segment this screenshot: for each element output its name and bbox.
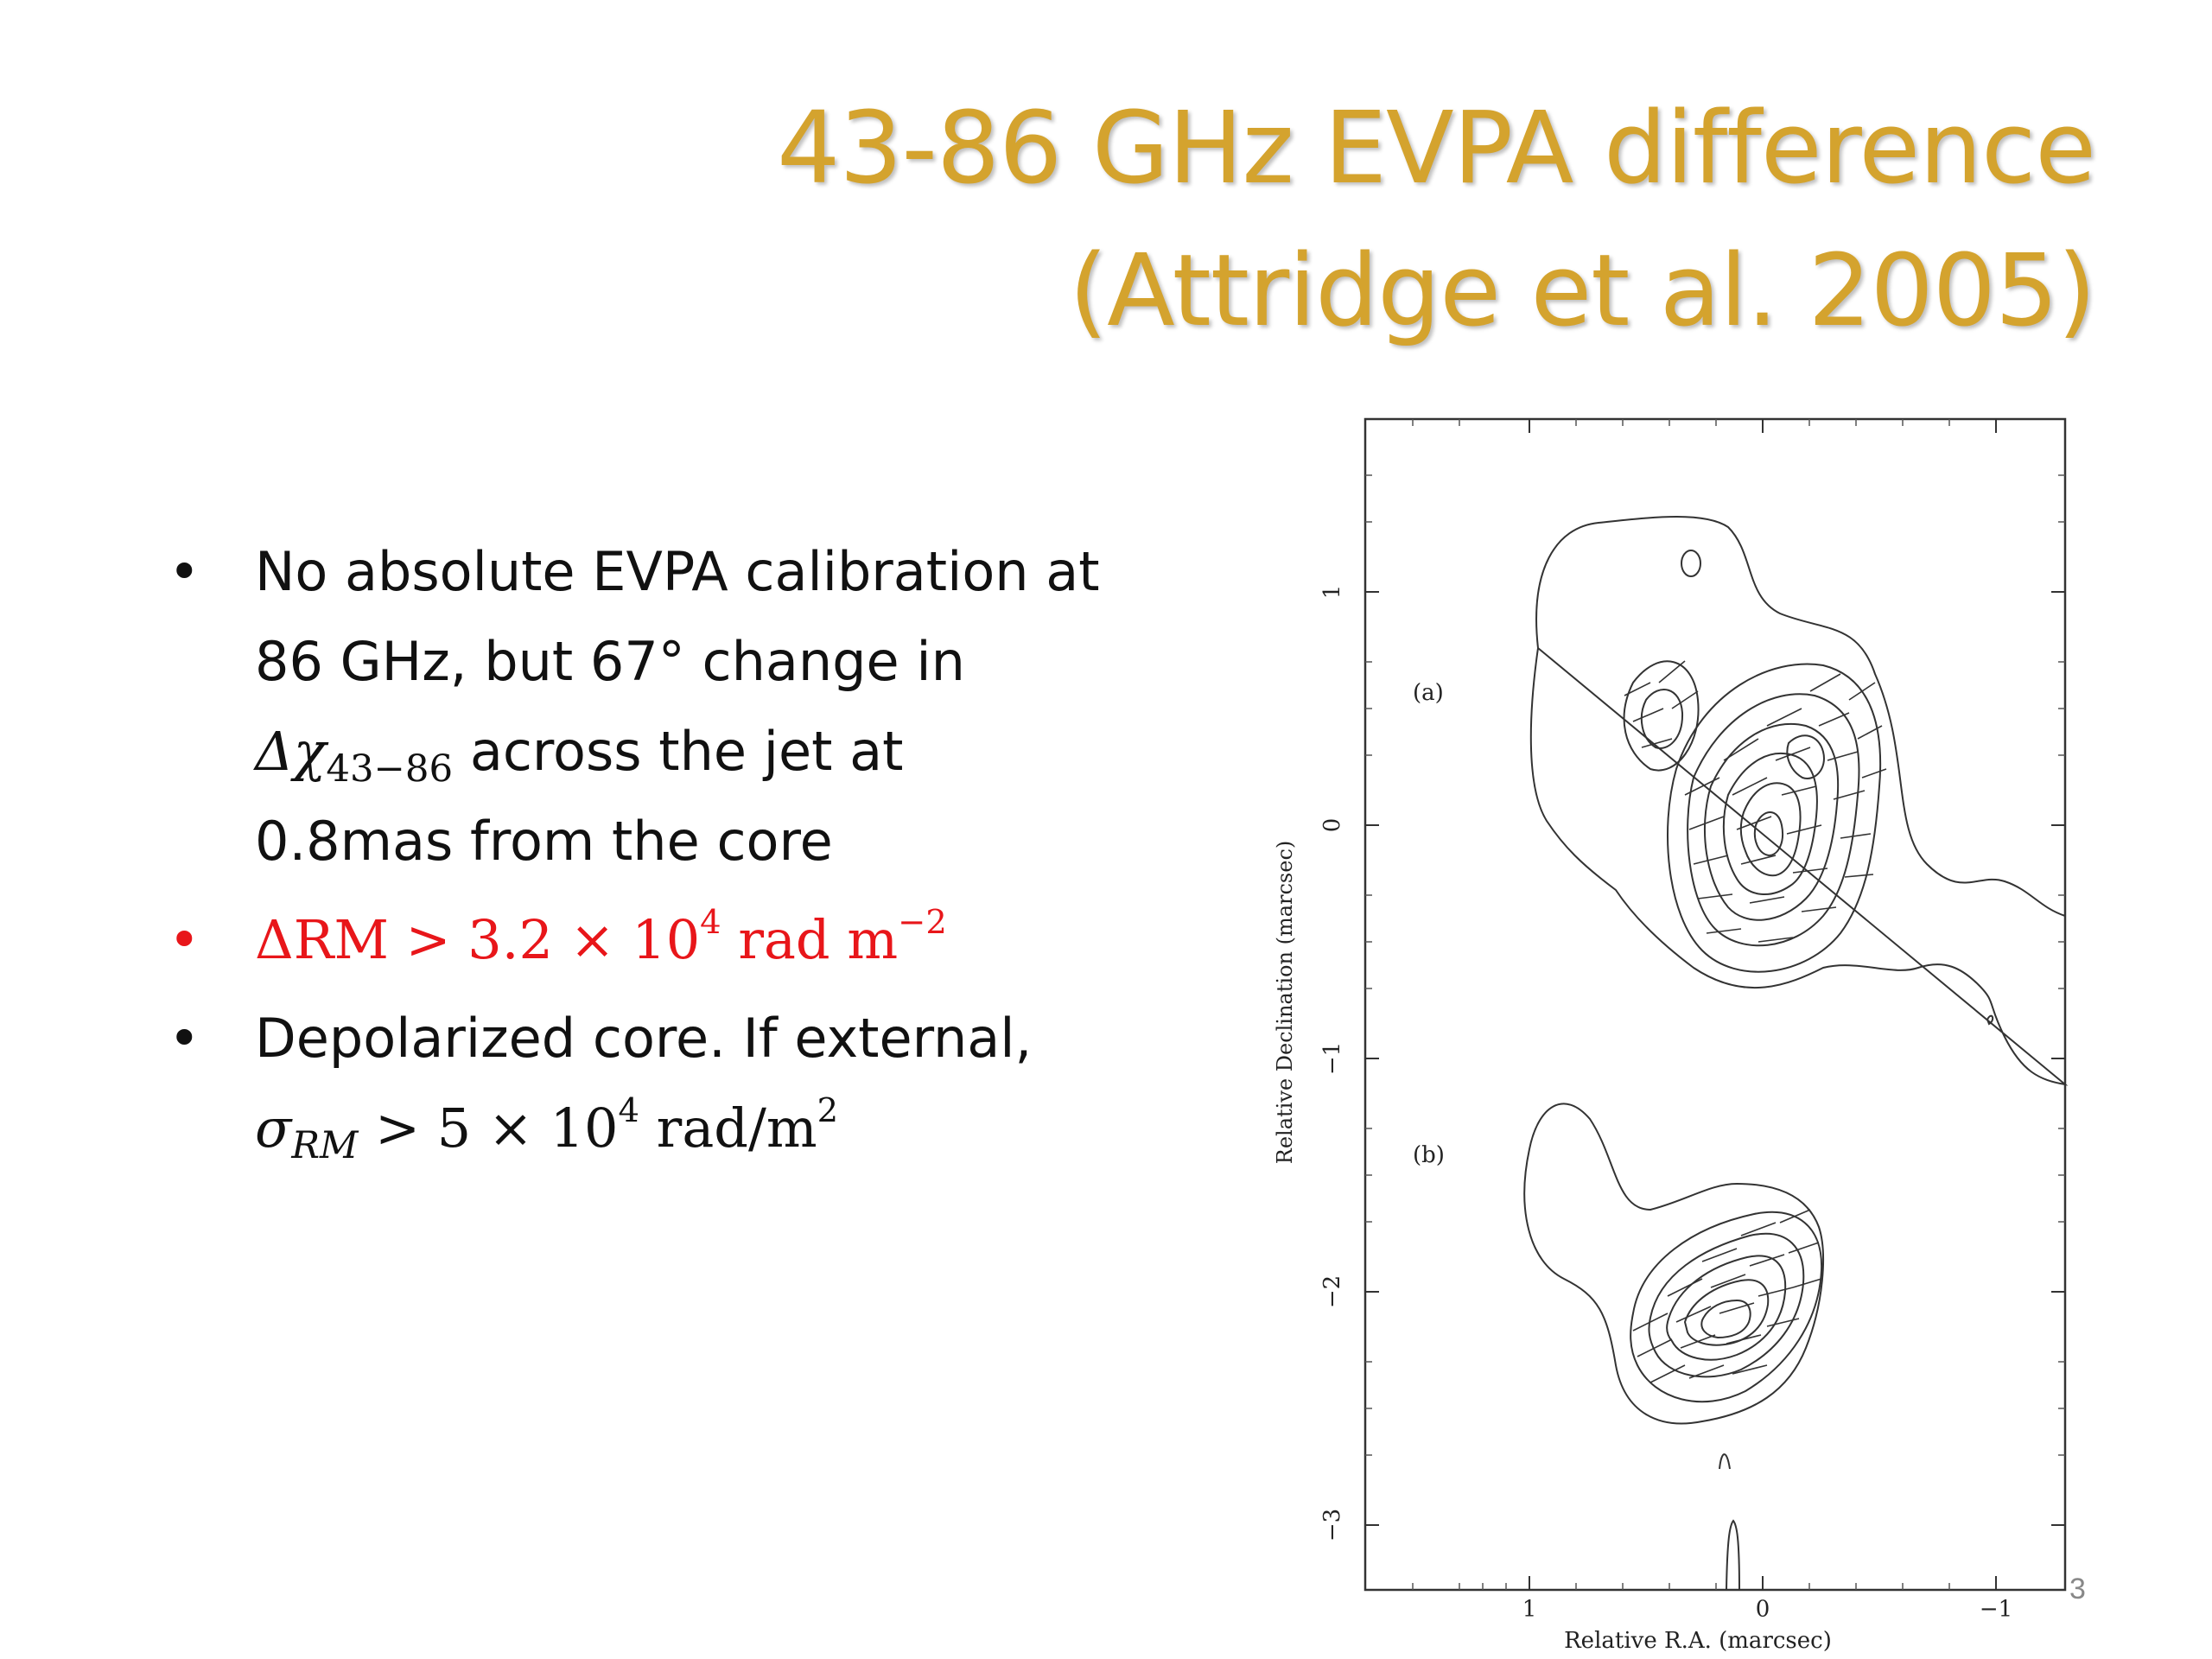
ytick-label: −1 [1319, 1042, 1345, 1075]
ytick-label: 0 [1319, 818, 1345, 833]
bullet-list: • No absolute EVPA calibration at 86 GHz… [168, 527, 1249, 1182]
bullet-rm: • ΔRM > 3.2 × 104 rad m−2 [168, 895, 1249, 985]
bullet-2-formula: ΔRM > 3.2 × 104 rad m−2 [255, 895, 1249, 985]
contour-figure: 1 0 −1 −2 −3 1 0 −1 Relative R.A. (marcs… [1273, 417, 2069, 1654]
bullet-depolarized: • Depolarized core. If external, σRM > 5… [168, 994, 1249, 1173]
sigma-unit: rad/m [639, 1096, 817, 1160]
sigma-unit-exponent: 2 [817, 1091, 839, 1131]
rm-exponent: 4 [700, 903, 721, 943]
panel-b-vectors [1632, 1209, 1822, 1383]
sigma-symbol: σ [255, 1096, 292, 1160]
plot-frame [1363, 417, 2067, 1592]
bullet-1-line-3-text: across the jet at [453, 720, 904, 783]
delta-chi-subscript: 43−86 [326, 747, 454, 791]
y-axis-label: Relative Declination (marcsec) [1273, 841, 1297, 1165]
xtick-label: 1 [1522, 1596, 1537, 1622]
bullet-dot: • [168, 908, 200, 971]
sigma-rest: > 5 × 10 [358, 1096, 619, 1160]
rm-prefix: ΔRM > 3.2 × 10 [255, 908, 701, 971]
bullet-dot: • [168, 540, 200, 603]
rm-unit: rad m [721, 908, 899, 971]
panel-b-contours [1523, 1103, 1824, 1591]
bullet-1-line-4: 0.8mas from the core [255, 810, 833, 873]
x-axis-label: Relative R.A. (marcsec) [1564, 1628, 1832, 1654]
xtick-label: 0 [1756, 1596, 1770, 1622]
bullet-1-line-2: 86 GHz, but 67° change in [255, 630, 965, 693]
bullet-3-formula: σRM > 5 × 104 rad/m2 [255, 1084, 1249, 1173]
title-line-1: 43-86 GHz EVPA difference [777, 91, 2096, 207]
bullet-1-line-3: Δχ43−86 across the jet at [255, 707, 1249, 797]
page-number: 3 [2069, 1573, 2086, 1605]
panel-b-label: (b) [1413, 1142, 1445, 1168]
bullet-calibration: • No absolute EVPA calibration at 86 GHz… [168, 527, 1249, 887]
sigma-exponent: 4 [618, 1091, 639, 1131]
panel-a-contours [1529, 516, 2069, 1086]
axis-ticks [1365, 419, 2065, 1590]
rm-unit-exponent: −2 [898, 903, 947, 943]
bullet-1-line-1: No absolute EVPA calibration at [255, 540, 1100, 603]
ytick-label: −2 [1319, 1275, 1345, 1308]
title-line-2: (Attridge et al. 2005) [1069, 233, 2096, 349]
panel-a-vectors [1624, 660, 1887, 943]
slide-title: 43-86 GHz EVPA difference (Attridge et a… [777, 78, 2096, 363]
sigma-subscript: RM [291, 1124, 359, 1168]
xtick-label: −1 [1980, 1596, 2012, 1622]
ytick-label: −3 [1319, 1509, 1345, 1541]
ytick-label: 1 [1319, 585, 1345, 600]
bullet-3-line-1: Depolarized core. If external, [255, 1007, 1033, 1070]
delta-chi-symbol: Δχ [255, 720, 327, 783]
panel-a-label: (a) [1413, 680, 1444, 706]
bullet-dot: • [168, 1007, 200, 1070]
